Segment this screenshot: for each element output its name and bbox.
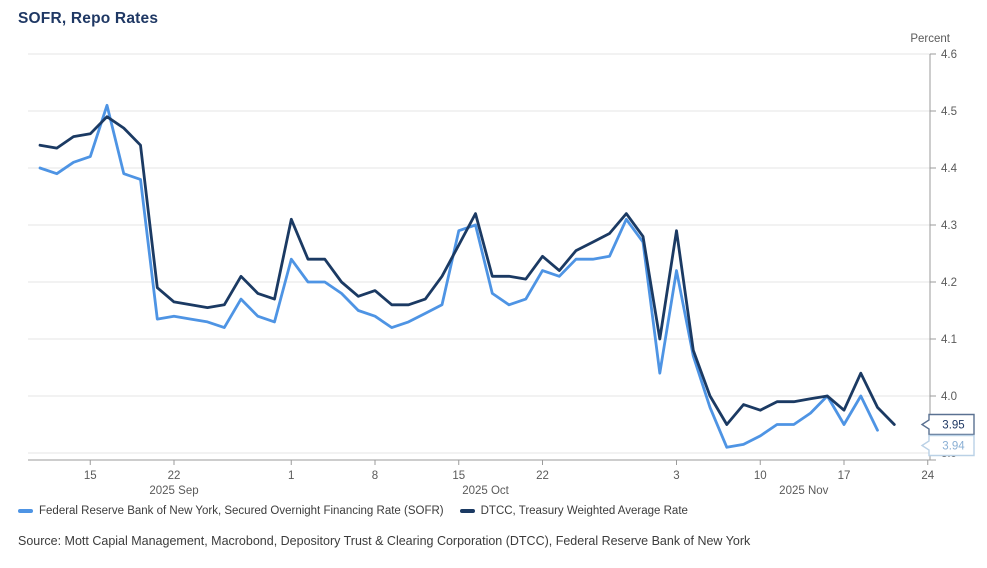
end-label-dtcc — [920, 413, 975, 436]
x-month-label: 2025 Sep — [149, 485, 198, 497]
end-label-text: 3.94 — [942, 441, 965, 453]
x-tick-label: 17 — [838, 470, 851, 482]
x-tick-label: 22 — [168, 470, 181, 482]
end-label-sofr — [920, 434, 975, 457]
x-tick-label: 10 — [754, 470, 767, 482]
sofr-line — [38, 103, 879, 449]
x-tick-label: 15 — [84, 470, 97, 482]
y-tick-label: 4.1 — [941, 334, 957, 346]
y-tick-label: 4.0 — [941, 391, 957, 403]
chart-canvas: 3.94.04.14.24.34.44.54.6Percent152218152… — [28, 33, 975, 497]
y-axis-unit-label: Percent — [910, 33, 950, 45]
legend-swatch-dtcc — [459, 509, 475, 513]
y-tick-label: 4.3 — [941, 220, 957, 232]
dtcc-line — [38, 115, 896, 426]
x-month-label: 2025 Nov — [779, 485, 828, 497]
x-tick-label: 24 — [921, 470, 934, 482]
x-month-label: 2025 Oct — [462, 485, 509, 497]
source-text: Source: Mott Capial Management, Macrobon… — [18, 534, 751, 548]
x-tick-label: 22 — [536, 470, 549, 482]
legend-label-sofr: Federal Reserve Bank of New York, Secure… — [39, 505, 444, 517]
y-tick-label: 4.2 — [941, 277, 957, 289]
legend-item-dtcc: DTCC, Treasury Weighted Average Rate — [459, 505, 688, 517]
y-tick-label: 4.6 — [941, 49, 957, 61]
x-tick-label: 8 — [372, 470, 378, 482]
legend: Federal Reserve Bank of New York, Secure… — [18, 505, 704, 517]
chart-title: SOFR, Repo Rates — [18, 10, 159, 27]
x-tick-label: 1 — [288, 470, 294, 482]
x-tick-label: 3 — [673, 470, 679, 482]
legend-label-dtcc: DTCC, Treasury Weighted Average Rate — [480, 505, 688, 517]
legend-swatch-sofr — [18, 509, 33, 513]
legend-item-sofr: Federal Reserve Bank of New York, Secure… — [18, 505, 444, 517]
y-tick-label: 4.4 — [941, 163, 958, 175]
end-label-text: 3.95 — [942, 420, 964, 432]
y-tick-label: 4.5 — [941, 106, 957, 118]
x-tick-label: 15 — [452, 470, 465, 482]
